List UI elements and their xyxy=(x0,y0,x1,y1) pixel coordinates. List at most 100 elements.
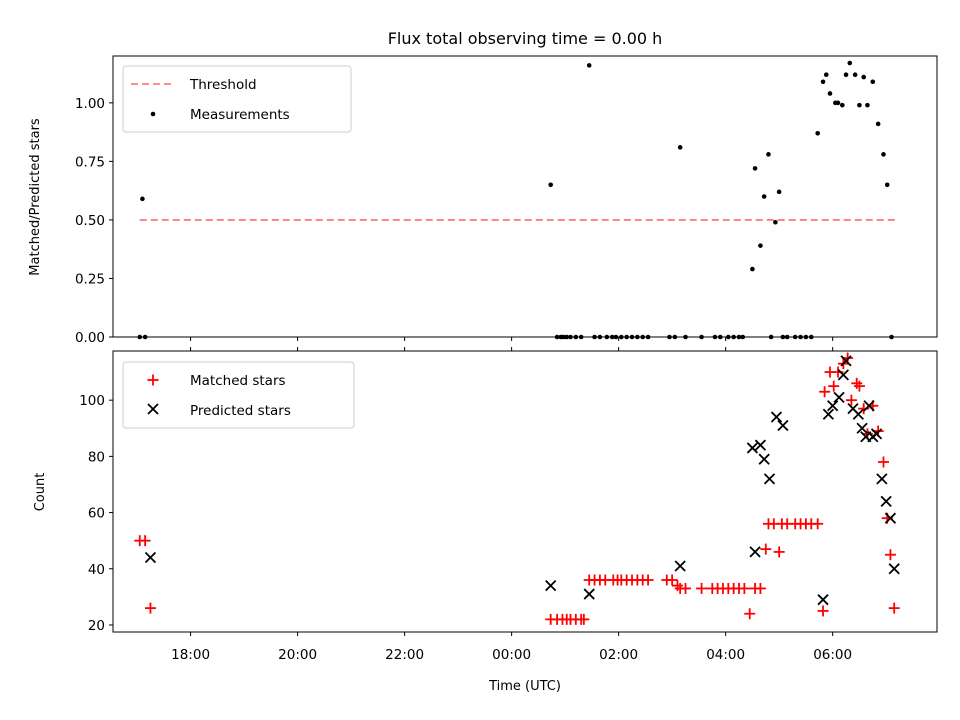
matched-point xyxy=(139,535,151,547)
matched-point xyxy=(144,602,156,614)
top-x-ticks xyxy=(190,337,834,341)
measurement-point xyxy=(839,102,845,108)
matched-point xyxy=(738,582,750,594)
predicted-point xyxy=(545,579,557,592)
measurement-point xyxy=(827,91,833,96)
bottom-plot-area xyxy=(112,350,938,633)
matched-point xyxy=(642,574,654,586)
predicted-point xyxy=(880,495,892,507)
predicted-point xyxy=(837,369,850,381)
measurement-point xyxy=(852,72,858,78)
measurement-point xyxy=(613,334,619,340)
measurement-point xyxy=(683,334,688,340)
matched-point xyxy=(578,613,590,625)
measurement-point xyxy=(889,334,894,340)
predicted-point xyxy=(674,560,686,572)
top-y-tick-label: 0.50 xyxy=(75,213,105,229)
measurement-point xyxy=(798,334,803,340)
matched-point xyxy=(888,602,900,614)
measurement-point xyxy=(768,334,774,340)
x-tick-label: 18:00 xyxy=(171,647,210,663)
measurement-point xyxy=(699,334,704,340)
measurement-point xyxy=(875,121,881,127)
measurement-point xyxy=(740,334,746,340)
x-tick-label: 00:00 xyxy=(492,647,531,663)
matched-point xyxy=(817,605,829,617)
x-axis-label: Time (UTC) xyxy=(488,679,561,694)
predicted-point xyxy=(770,411,783,423)
top-y-tick-label: 0.00 xyxy=(75,330,105,346)
predicted-point xyxy=(852,408,864,420)
bottom-y-axis-label: Count xyxy=(33,473,48,512)
predicted-point xyxy=(822,408,835,420)
bottom-y-tick-label: 60 xyxy=(88,506,105,522)
measurement-point xyxy=(776,189,782,195)
bottom-panel: Count Time (UTC) 20 40 60 80 100 18:00 20:00 2… xyxy=(33,347,938,694)
measurement-point xyxy=(780,334,786,340)
measurement-point xyxy=(736,334,742,340)
matched-point xyxy=(680,582,692,594)
predicted-point xyxy=(144,551,157,564)
predicted-point xyxy=(833,391,845,404)
measurement-point xyxy=(619,334,624,340)
chart-title: Flux total observing time = 0.00 h xyxy=(388,29,663,48)
legend-matched-label: Matched stars xyxy=(190,373,286,389)
measurement-point xyxy=(881,152,886,157)
matched-point xyxy=(696,582,708,594)
matched-point xyxy=(819,386,831,398)
predicted-point xyxy=(827,400,839,412)
measurement-point xyxy=(586,63,592,68)
top-legend: Threshold Measurements xyxy=(122,65,352,133)
measurement-point xyxy=(815,130,820,136)
measurement-point xyxy=(712,334,718,340)
legend-measurements-swatch xyxy=(150,111,156,117)
measurement-point xyxy=(573,334,579,340)
predicted-point xyxy=(817,594,829,606)
measurement-point xyxy=(592,334,597,340)
measurement-point xyxy=(884,182,890,188)
measurement-point xyxy=(568,334,573,340)
top-y-tick-label: 0.25 xyxy=(75,271,105,287)
measurement-point xyxy=(672,334,678,340)
measurement-point xyxy=(752,166,758,171)
bottom-y-tick-label: 20 xyxy=(88,618,105,634)
measurement-point xyxy=(847,60,853,66)
top-y-tick-label: 1.00 xyxy=(75,96,105,112)
measurement-point xyxy=(624,334,629,340)
x-tick-label: 04:00 xyxy=(706,647,745,663)
bottom-x-ticks: 18:00 20:00 22:00 00:00 02:00 04:00 06:00 xyxy=(171,347,852,663)
top-panel: Matched/Predicted stars 0.00 0.25 0.50 0.75… xyxy=(28,55,938,346)
bottom-y-tick-label: 100 xyxy=(79,393,105,409)
measurement-point xyxy=(766,152,771,157)
measurement-point xyxy=(640,334,646,340)
measurement-point xyxy=(597,334,603,340)
predicted-point xyxy=(754,439,767,451)
measurement-point xyxy=(667,334,672,340)
matched-point xyxy=(760,543,772,555)
bottom-legend-box xyxy=(122,361,355,429)
measurement-point xyxy=(645,334,651,340)
measurement-point xyxy=(548,182,553,188)
legend-predicted-swatch xyxy=(147,403,159,415)
measurement-point xyxy=(635,334,640,340)
measurement-point xyxy=(677,145,683,150)
measurement-point xyxy=(609,334,615,340)
measurement-point xyxy=(820,79,826,85)
top-y-axis-label: Matched/Predicted stars xyxy=(28,118,43,276)
predicted-point xyxy=(777,419,789,432)
legend-predicted-label: Predicted stars xyxy=(190,403,291,419)
matched-point xyxy=(773,546,785,558)
bottom-y-ticks: 20 40 60 80 100 xyxy=(79,393,113,634)
top-plot-area xyxy=(112,55,938,338)
matched-point xyxy=(828,380,840,392)
measurement-point xyxy=(773,219,778,225)
predicted-point xyxy=(763,473,776,485)
matched-point xyxy=(877,456,889,468)
legend-measurements-label: Measurements xyxy=(190,107,290,123)
measurement-point xyxy=(808,334,814,340)
bottom-y-tick-label: 80 xyxy=(88,449,105,465)
matched-point xyxy=(812,518,824,530)
predicted-point xyxy=(863,400,875,412)
matched-point xyxy=(666,574,678,586)
